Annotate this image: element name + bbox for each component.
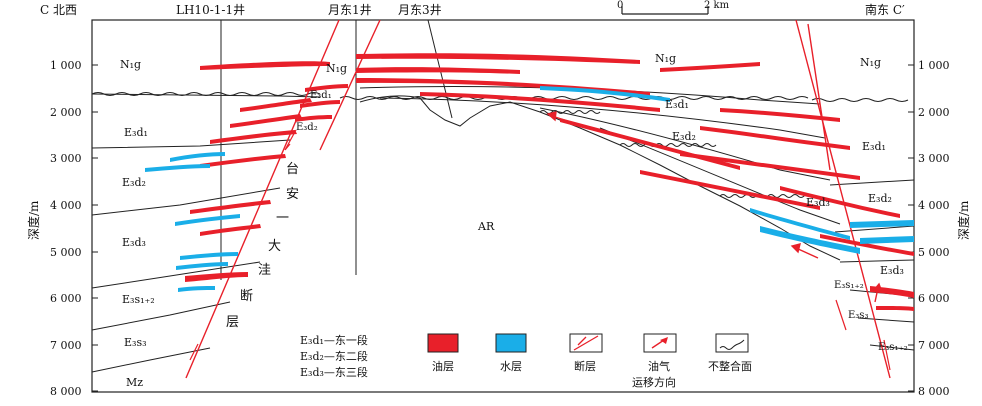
label-e3s12-right2: E₃s₁₊₂ [878, 342, 908, 353]
water-layers [145, 86, 914, 292]
label-e3d2-center: E₃d₂ [672, 130, 696, 143]
label-e3s3-right: E₃s₃ [848, 310, 868, 321]
fault-name-char: 大 [268, 239, 281, 254]
fault-name-char: 安 [286, 187, 299, 202]
tick-label: 5 000 [918, 246, 950, 259]
label-n1g-right: N₁g [860, 56, 881, 69]
label-e3s12-left: E₃s₁₊₂ [122, 293, 155, 306]
tick-label: 6 000 [918, 292, 950, 305]
legend-strata-notes: E₃d₁—东一段 E₃d₂—东二段 E₃d₃—东三段 [300, 333, 368, 379]
label-e3s12-right: E₃s₁₊₂ [834, 280, 864, 291]
legend-water-label: 水层 [500, 360, 522, 373]
label-e3d1-center: E₃d₁ [665, 98, 689, 111]
label-mz-left: Mz [126, 376, 143, 389]
right-tick-labels: 1 000 2 000 3 000 4 000 5 000 6 000 7 00… [918, 59, 950, 398]
tick-label: 2 000 [50, 106, 82, 119]
tick-label: 7 000 [50, 339, 82, 352]
legend-unconformity-label: 不整合面 [708, 359, 752, 373]
legend: E₃d₁—东一段 E₃d₂—东二段 E₃d₃—东三段 油层 水层 断层 油气 运… [300, 333, 752, 389]
legend-unconformity-glyph [719, 339, 745, 350]
label-e3s3-left: E₃s₃ [124, 336, 147, 349]
tick-label: 2 000 [918, 106, 950, 119]
label-e3d2-right: E₃d₂ [868, 192, 892, 205]
tick-label: 7 000 [918, 339, 950, 352]
tick-label: 5 000 [50, 246, 82, 259]
corner-label-c-prime: 南东 C′ [865, 2, 905, 17]
tick-label: 1 000 [50, 59, 82, 72]
label-e3d3-right: E₃d₃ [880, 264, 904, 277]
tick-label: 4 000 [918, 199, 950, 212]
left-tick-labels: 1 000 2 000 3 000 4 000 5 000 6 000 7 00… [50, 59, 82, 398]
fault-name-char: 洼 [258, 263, 271, 278]
label-n1g-center: N₁g [655, 52, 676, 65]
scale-zero: 0 [617, 0, 623, 11]
legend-migration-label-1: 油气 [648, 359, 670, 373]
label-e3d3-left: E₃d₃ [122, 236, 146, 249]
section-frame [91, 19, 915, 393]
tick-label: 1 000 [918, 59, 950, 72]
left-axis-title: 深度/m [26, 200, 41, 240]
label-e3d3-center: E₃d₃ [806, 196, 830, 209]
tick-label: 4 000 [50, 199, 82, 212]
label-e3d2-left: E₃d₂ [122, 176, 146, 189]
legend-migration-arrow-head [660, 337, 668, 344]
oil-layers [185, 53, 914, 311]
legend-fault-label: 断层 [574, 359, 596, 373]
label-e3d1-upthrown: E₃d₁ [310, 90, 332, 101]
legend-note: E₃d₁—东一段 [300, 333, 368, 347]
scale-bar: 0 2 km [617, 0, 730, 15]
migration-arrows [546, 111, 884, 303]
legend-migration-label-2: 运移方向 [632, 375, 676, 389]
legend-note: E₃d₃—东三段 [300, 365, 368, 379]
scale-end: 2 km [704, 0, 730, 11]
tick-label: 8 000 [918, 385, 950, 398]
legend-unconformity-swatch [715, 333, 749, 353]
tick-label: 3 000 [50, 152, 82, 165]
label-ar: AR [477, 220, 495, 233]
fault-name-char: 层 [226, 315, 239, 330]
label-n1g-center-left: N₁g [326, 62, 347, 75]
right-axis-title: 深度/m [956, 200, 971, 240]
legend-oil-swatch [427, 333, 459, 353]
fault-arrows [189, 129, 891, 371]
well-label-yuedong1: 月东1井 [328, 3, 372, 17]
label-e3d1-right: E₃d₁ [862, 140, 886, 153]
legend-fault-glyph [573, 335, 599, 351]
legend-note: E₃d₂—东二段 [300, 349, 368, 363]
stratum-labels: N₁g N₁g N₁g N₁g E₃d₁ E₃d₂ E₃d₃ E₃s₁₊₂ E₃… [120, 52, 908, 389]
legend-migration-arrow-line [651, 339, 665, 349]
fault-name-char: 一 [276, 211, 289, 226]
fault-name: 台 安 一 大 洼 断 层 [226, 162, 299, 330]
fault-name-char: 台 [286, 162, 299, 177]
tick-label: 6 000 [50, 292, 82, 305]
fault-name-char: 断 [240, 289, 253, 304]
label-n1g-left: N₁g [120, 58, 141, 71]
faults [185, 19, 891, 379]
corner-label-c: C 北西 [40, 3, 77, 17]
well-label-lh10: LH10-1-1井 [176, 3, 245, 17]
center-boundaries [359, 86, 915, 351]
legend-water-swatch [495, 333, 527, 353]
legend-oil-label: 油层 [432, 359, 454, 373]
tick-label: 8 000 [50, 385, 82, 398]
label-e3d1-left: E₃d₁ [124, 126, 148, 139]
label-e3d2-upthrown: E₃d₂ [296, 122, 318, 133]
tick-label: 3 000 [918, 152, 950, 165]
well-label-yuedong3: 月东3井 [398, 3, 442, 17]
